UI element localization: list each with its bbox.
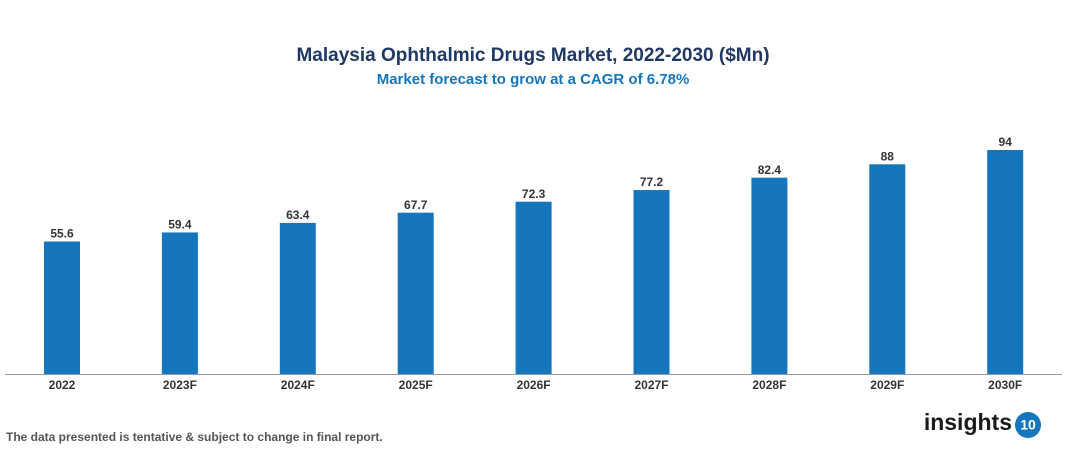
value-label: 55.6 (50, 227, 74, 241)
x-tick-label: 2028F (752, 378, 786, 392)
value-label: 88 (881, 149, 895, 163)
value-label: 94 (999, 135, 1013, 149)
value-label: 77.2 (640, 175, 664, 189)
chart-subtitle: Market forecast to grow at a CAGR of 6.7… (377, 71, 690, 88)
bar (397, 212, 434, 374)
bar (633, 190, 670, 374)
value-label: 82.4 (758, 163, 782, 177)
logo-badge-text: 10 (1020, 417, 1036, 433)
logo-text: insights (924, 409, 1012, 435)
x-tick-label: 2030F (988, 378, 1022, 392)
x-tick-label: 2026F (517, 378, 551, 392)
value-label: 59.4 (168, 218, 192, 232)
x-tick-label: 2023F (163, 378, 197, 392)
bar (751, 177, 788, 374)
bar (515, 201, 552, 374)
value-label: 72.3 (522, 187, 546, 201)
x-tick-label: 2024F (281, 378, 315, 392)
x-tick-label: 2029F (870, 378, 904, 392)
bar (279, 222, 316, 374)
bar (44, 241, 80, 374)
bar (869, 164, 906, 374)
footnote: The data presented is tentative & subjec… (6, 430, 383, 444)
bar (987, 150, 1024, 374)
chart-title: Malaysia Ophthalmic Drugs Market, 2022-2… (296, 45, 769, 66)
x-tick-label: 2025F (399, 378, 433, 392)
x-tick-label: 2027F (634, 378, 668, 392)
logo-badge (1015, 412, 1041, 438)
bar (161, 232, 198, 374)
value-label: 67.7 (404, 198, 428, 212)
x-tick-label: 2022 (49, 378, 76, 392)
value-label: 63.4 (286, 208, 310, 222)
